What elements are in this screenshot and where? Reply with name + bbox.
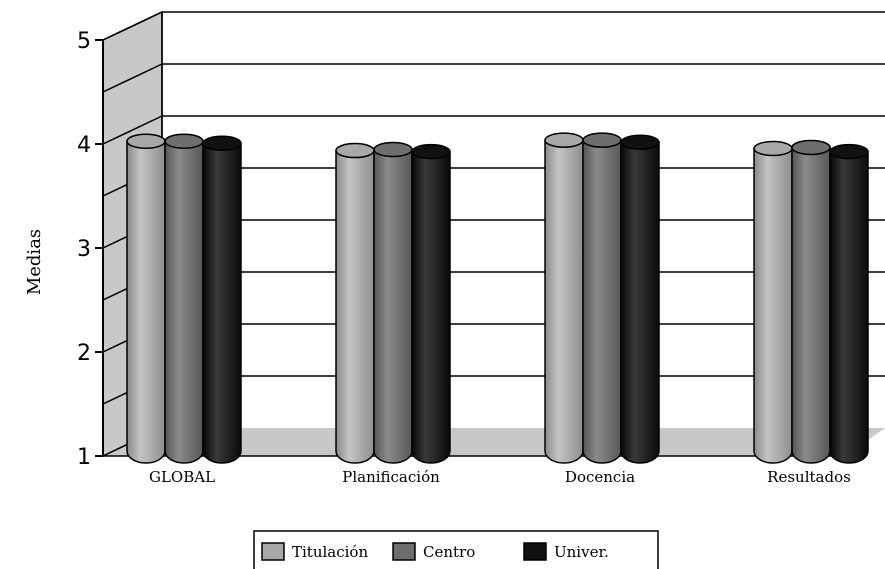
y-axis: 1 2 3 4 5 — [77, 29, 104, 470]
floor — [103, 428, 885, 456]
gridline-side — [102, 11, 163, 41]
bar — [373, 141, 413, 464]
bar-body — [829, 150, 869, 464]
y-tick-label: 3 — [77, 237, 91, 262]
bar-top — [164, 133, 204, 149]
bar-body — [373, 148, 413, 464]
bar-body — [411, 150, 451, 464]
gridline-side — [102, 115, 163, 145]
bar-body — [582, 139, 622, 464]
bars — [126, 132, 869, 464]
bar — [582, 132, 622, 464]
bar-body — [544, 139, 584, 464]
bar — [164, 133, 204, 464]
legend-swatch — [261, 542, 285, 561]
legend-swatch — [392, 542, 416, 561]
bar-top — [791, 139, 831, 156]
bar-body — [791, 146, 831, 464]
bar — [791, 139, 831, 464]
legend-label: Titulación — [292, 543, 368, 561]
bar-top — [620, 134, 660, 150]
bar-body — [202, 142, 242, 464]
x-axis-labels: GLOBAL Planificación Docencia Resultados — [149, 468, 851, 486]
y-tick-label: 4 — [77, 133, 91, 158]
bar — [753, 140, 793, 464]
bar-top — [411, 143, 451, 160]
bar-top — [829, 143, 869, 160]
bar-top — [126, 133, 166, 149]
bar-top — [202, 135, 242, 152]
bar — [544, 132, 584, 464]
legend-label: Univer. — [554, 543, 609, 561]
bar — [829, 143, 869, 464]
bar-body — [335, 149, 375, 464]
bar — [202, 135, 242, 464]
legend-label: Centro — [423, 543, 475, 561]
legend-box — [253, 530, 659, 569]
bar-top — [544, 132, 584, 148]
bar-body — [164, 140, 204, 464]
bar-top — [373, 141, 413, 158]
x-tick-label: Docencia — [565, 468, 635, 486]
x-tick-label: GLOBAL — [149, 468, 215, 486]
bar-body — [753, 147, 793, 464]
bar-top — [335, 142, 375, 159]
x-tick-label: Planificación — [342, 468, 440, 486]
y-tick-label: 1 — [77, 445, 91, 470]
y-axis-label: Medias — [24, 229, 45, 295]
x-tick-label: Resultados — [767, 468, 851, 486]
bar-body — [126, 140, 166, 464]
bar — [620, 134, 660, 464]
legend: Titulación Centro Univer. — [253, 530, 659, 569]
bar — [126, 133, 166, 464]
bar-body — [620, 141, 660, 464]
bar-top — [753, 140, 793, 157]
legend-swatch — [523, 542, 547, 561]
bar-top — [582, 132, 622, 148]
y-tick-label: 2 — [77, 341, 91, 366]
gridline-side — [102, 63, 163, 93]
bar — [335, 142, 375, 464]
y-tick-label: 5 — [77, 29, 91, 54]
bar — [411, 143, 451, 464]
